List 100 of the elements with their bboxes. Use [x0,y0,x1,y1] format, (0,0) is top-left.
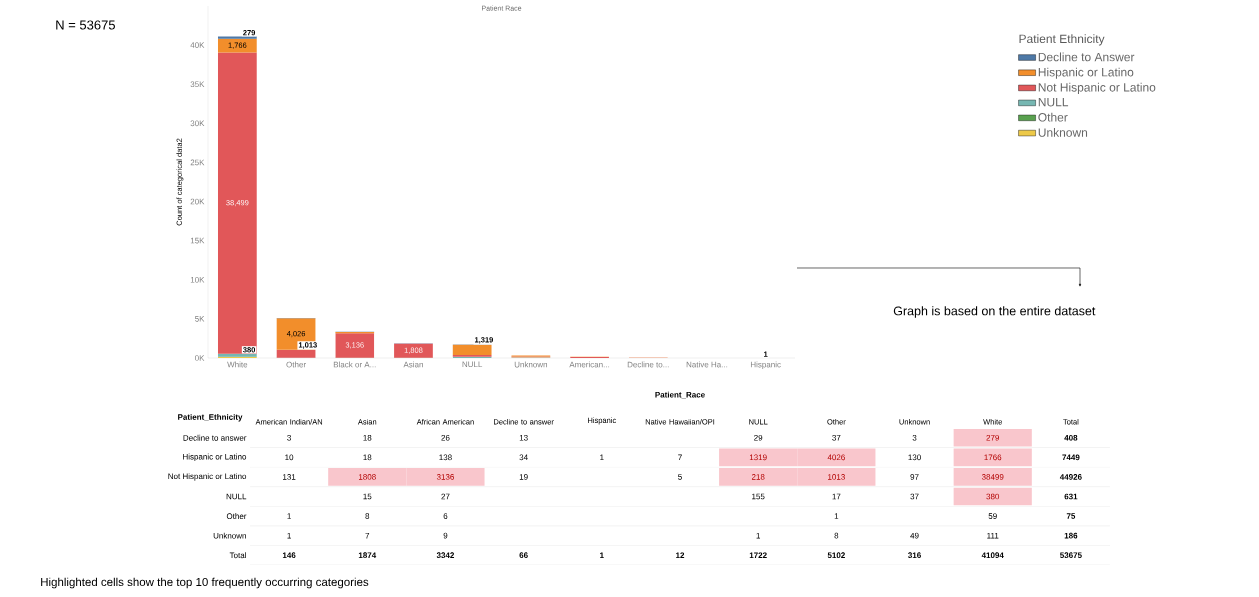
y-axis-title: Patient_Ethnicity [178,414,243,422]
x-tick-label: Unknown [514,361,548,368]
y-tick-label: Other [226,513,247,519]
data-label: 1766 [984,454,1002,461]
legend-label: NULL [1038,98,1069,107]
y-tick-label: 5K [195,316,205,322]
data-label: 1722 [749,552,767,558]
y-tick-label: 25K [190,159,205,166]
x-tick-label: Other [286,361,306,368]
legend-label: Decline to Answer [1038,52,1135,62]
text: N = 53675 [56,20,115,30]
data-label: 1 [287,513,291,519]
legend-label: Other [1038,112,1068,122]
data-label: 8 [834,532,839,539]
data-label: 146 [282,552,296,559]
data-label: 75 [1066,513,1076,519]
y-tick-label: 15K [190,237,205,244]
data-label: 3342 [436,552,455,559]
data-label: 27 [441,493,450,500]
data-label: 1 [834,513,839,519]
x-tick-label: White [227,361,248,368]
data-label: 138 [439,454,452,461]
data-label: 17 [832,493,841,500]
data-label: 7 [365,532,370,539]
x-tick-label: NULL [462,361,483,368]
data-label: 1808 [358,474,376,480]
y-tick-label: Not Hispanic or Latino [168,473,247,481]
data-label: 130 [908,454,921,461]
y-tick-label: Unknown [213,532,246,539]
data-label: 1874 [358,552,377,559]
y-tick-label: Hispanic or Latino [183,453,247,462]
data-label: 38499 [981,474,1004,480]
x-tick-label: Decline to... [627,361,669,368]
legend-label: Not Hispanic or Latino [1038,82,1156,95]
data-label: 37 [832,434,841,441]
data-label: 44926 [1059,474,1082,480]
data-label: 5 [678,474,682,480]
data-label: 7 [678,454,682,461]
y-tick-label: 0K [195,355,205,361]
data-label: 111 [987,532,999,539]
data-label: 37 [910,493,919,500]
y-tick-label: 30K [190,120,205,127]
data-label: 316 [908,552,921,559]
data-label: 18 [363,434,372,441]
y-tick-label: 20K [190,198,205,205]
data-label: 7449 [1062,454,1080,461]
data-label: 5102 [827,552,845,559]
x-tick-label: Asian [403,361,423,368]
data-label: 186 [1064,532,1078,539]
data-label: 10 [285,454,294,461]
y-tick-label: 40K [190,42,205,48]
data-label: 12 [676,552,685,558]
y-tick-label: 35K [190,81,205,88]
legend-label: Unknown [1038,127,1088,137]
y-tick-label: NULL [226,493,247,500]
data-label: 1319 [749,454,767,461]
data-label: 13 [519,434,528,441]
data-label: 218 [751,474,765,480]
data-label: 1 [287,532,291,539]
y-tick-label: 10K [190,276,205,283]
data-label: 66 [519,552,528,559]
data-label: 18 [363,454,372,461]
y-tick-label: Total [229,552,246,559]
data-label: 29 [754,434,763,441]
data-label: 408 [1064,434,1078,441]
data-label: 9 [443,532,448,539]
data-label: 4026 [827,454,845,461]
data-label: 279 [986,434,1000,441]
text: Graph is based on the entire dataset [893,306,1096,318]
data-label: 631 [1064,493,1078,500]
data-label: 1013 [828,474,845,480]
data-label: 34 [519,454,528,461]
data-label: 49 [910,532,919,539]
data-label: 59 [988,513,997,519]
data-label: 131 [283,474,296,480]
data-label: 1 [756,532,761,539]
x-tick-label: Hispanic [750,361,781,369]
data-label: 1 [600,454,604,461]
data-label: 3 [287,434,291,441]
data-label: 155 [752,493,765,500]
chart-title: Patient_Race [655,391,705,399]
x-tick-label: Native Ha... [686,361,728,368]
data-label: 26 [441,434,450,441]
data-label: 19 [519,474,528,480]
data-label: 41094 [981,552,1004,559]
data-label: 53675 [1060,552,1082,559]
data-label: 3 [912,434,917,441]
data-label: 8 [365,513,370,519]
data-label: 15 [363,493,372,500]
data-label: 1 [600,552,604,558]
legend-title: Patient Ethnicity [1019,34,1105,46]
text: Highlighted cells show the top 10 frequently occurring categories [41,577,369,589]
legend-label: Hispanic or Latino [1038,67,1134,79]
data-label: 6 [443,513,448,519]
data-label: 380 [986,493,1000,500]
x-tick-label: American... [569,361,610,368]
y-tick-label: Decline to answer [183,434,247,441]
data-label: 97 [910,474,919,480]
x-tick-label: Black or A... [333,361,376,368]
data-label: 3136 [436,474,454,480]
